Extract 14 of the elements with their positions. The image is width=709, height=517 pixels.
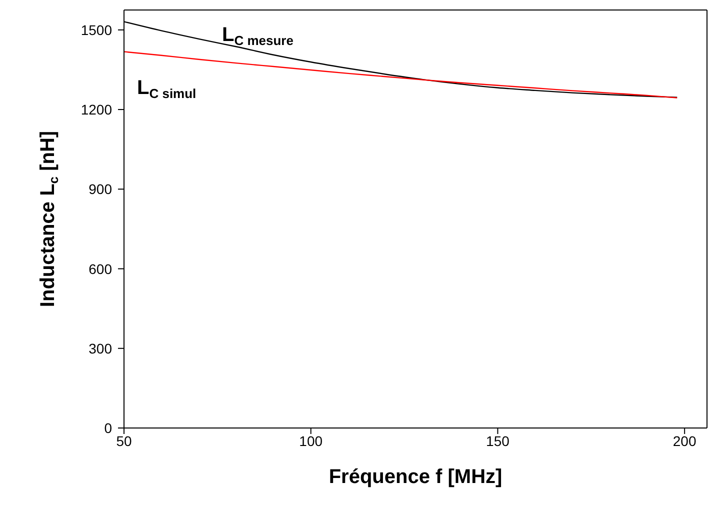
y-tick-label: 600	[88, 260, 112, 277]
y-tick-label: 1200	[80, 102, 112, 118]
y-tick-label: 900	[88, 181, 112, 198]
y-tick-label: 300	[88, 340, 112, 356]
y-tick-label: 0	[104, 420, 112, 436]
x-tick-label: 100	[299, 432, 323, 449]
annotation: L$_{C mesure}$	[222, 24, 294, 48]
annotation: L$_{C simul}$	[137, 77, 196, 101]
x-tick-label: 150	[486, 432, 510, 449]
line-series	[124, 51, 678, 98]
x-axis-title: Fréquence f [MHz]	[328, 466, 502, 488]
x-tick-label: 50	[116, 432, 132, 449]
y-tick-label: 1500	[80, 22, 112, 38]
x-tick-label: 200	[672, 432, 696, 449]
